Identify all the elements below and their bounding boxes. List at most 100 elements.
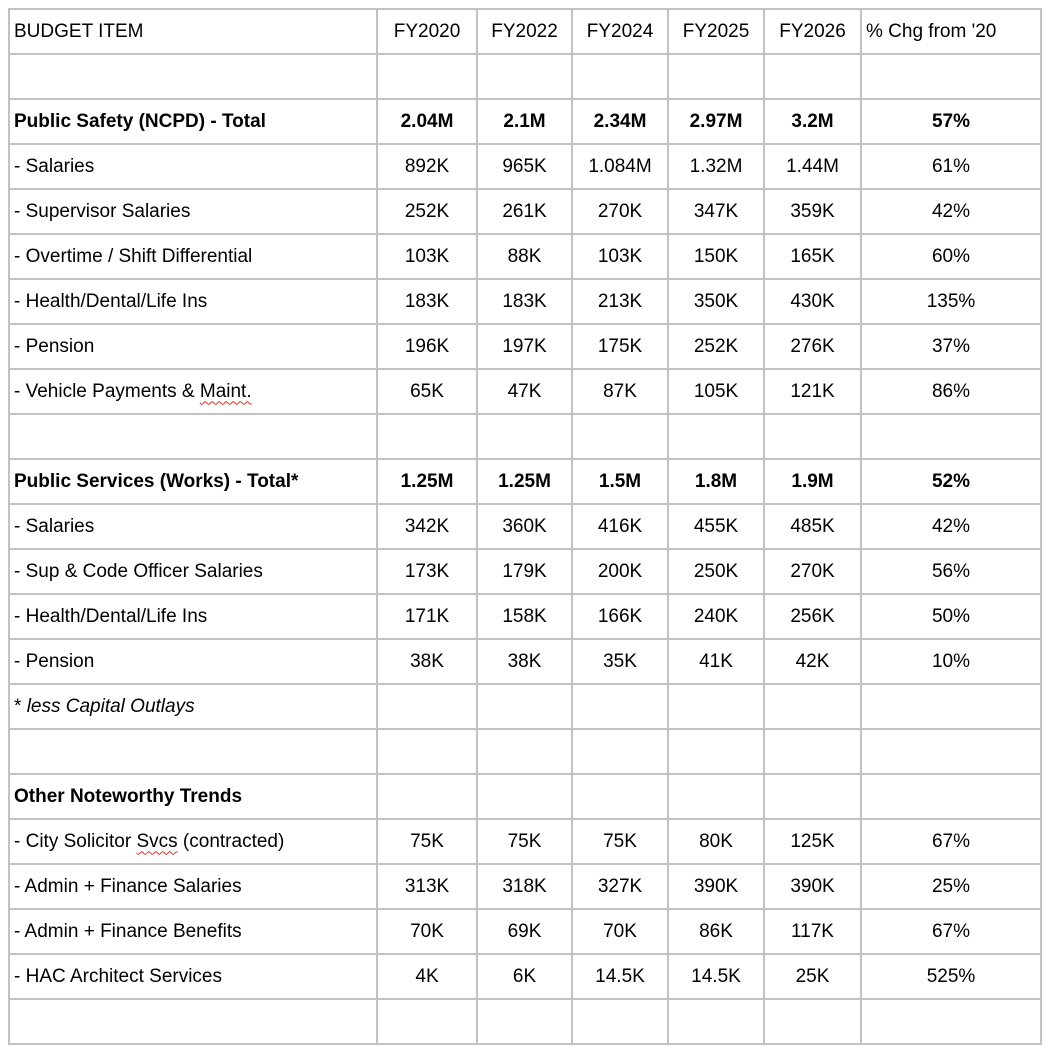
value-cell[interactable]: 240K <box>667 593 765 640</box>
value-cell[interactable]: 75K <box>571 818 669 865</box>
value-cell[interactable]: 38K <box>476 638 573 685</box>
value-cell[interactable]: 892K <box>376 143 478 190</box>
value-cell[interactable] <box>763 53 862 100</box>
budget-item-cell[interactable]: Public Services (Works) - Total* <box>8 458 378 505</box>
value-cell[interactable]: 103K <box>376 233 478 280</box>
value-cell[interactable]: 171K <box>376 593 478 640</box>
value-cell[interactable] <box>571 683 669 730</box>
value-cell[interactable]: 200K <box>571 548 669 595</box>
column-header-3[interactable]: FY2024 <box>571 8 669 55</box>
value-cell[interactable] <box>667 998 765 1045</box>
value-cell[interactable]: 105K <box>667 368 765 415</box>
pct-change-cell[interactable]: 42% <box>860 503 1042 550</box>
value-cell[interactable]: 252K <box>376 188 478 235</box>
budget-item-cell[interactable]: - Salaries <box>8 503 378 550</box>
value-cell[interactable] <box>376 728 478 775</box>
value-cell[interactable] <box>667 728 765 775</box>
value-cell[interactable] <box>763 683 862 730</box>
value-cell[interactable]: 75K <box>476 818 573 865</box>
value-cell[interactable]: 416K <box>571 503 669 550</box>
value-cell[interactable]: 88K <box>476 233 573 280</box>
value-cell[interactable]: 350K <box>667 278 765 325</box>
value-cell[interactable] <box>376 773 478 820</box>
value-cell[interactable] <box>763 998 862 1045</box>
value-cell[interactable]: 183K <box>476 278 573 325</box>
value-cell[interactable]: 166K <box>571 593 669 640</box>
value-cell[interactable]: 150K <box>667 233 765 280</box>
pct-change-cell[interactable]: 25% <box>860 863 1042 910</box>
value-cell[interactable]: 318K <box>476 863 573 910</box>
value-cell[interactable]: 87K <box>571 368 669 415</box>
value-cell[interactable]: 2.04M <box>376 98 478 145</box>
budget-item-cell[interactable]: * less Capital Outlays <box>8 683 378 730</box>
pct-change-cell[interactable]: 57% <box>860 98 1042 145</box>
value-cell[interactable]: 196K <box>376 323 478 370</box>
value-cell[interactable]: 47K <box>476 368 573 415</box>
pct-change-cell[interactable]: 61% <box>860 143 1042 190</box>
value-cell[interactable]: 270K <box>763 548 862 595</box>
value-cell[interactable] <box>571 53 669 100</box>
value-cell[interactable]: 342K <box>376 503 478 550</box>
pct-change-cell[interactable]: 86% <box>860 368 1042 415</box>
value-cell[interactable] <box>476 773 573 820</box>
column-header-6[interactable]: % Chg from '20 <box>860 8 1042 55</box>
misspelled-word[interactable]: Svcs <box>136 830 178 852</box>
value-cell[interactable]: 485K <box>763 503 862 550</box>
value-cell[interactable]: 69K <box>476 908 573 955</box>
value-cell[interactable] <box>763 413 862 460</box>
budget-item-cell[interactable]: - Salaries <box>8 143 378 190</box>
value-cell[interactable]: 103K <box>571 233 669 280</box>
value-cell[interactable]: 261K <box>476 188 573 235</box>
column-header-4[interactable]: FY2025 <box>667 8 765 55</box>
pct-change-cell[interactable] <box>860 683 1042 730</box>
value-cell[interactable]: 1.084M <box>571 143 669 190</box>
value-cell[interactable] <box>476 53 573 100</box>
budget-item-cell[interactable]: Other Noteworthy Trends <box>8 773 378 820</box>
value-cell[interactable]: 3.2M <box>763 98 862 145</box>
value-cell[interactable]: 65K <box>376 368 478 415</box>
value-cell[interactable]: 175K <box>571 323 669 370</box>
value-cell[interactable]: 313K <box>376 863 478 910</box>
value-cell[interactable] <box>571 413 669 460</box>
budget-item-cell[interactable]: - Admin + Finance Benefits <box>8 908 378 955</box>
value-cell[interactable]: 4K <box>376 953 478 1000</box>
pct-change-cell[interactable]: 67% <box>860 818 1042 865</box>
value-cell[interactable]: 1.9M <box>763 458 862 505</box>
pct-change-cell[interactable] <box>860 728 1042 775</box>
pct-change-cell[interactable]: 67% <box>860 908 1042 955</box>
value-cell[interactable]: 1.5M <box>571 458 669 505</box>
budget-item-cell[interactable] <box>8 998 378 1045</box>
budget-item-cell[interactable]: - Supervisor Salaries <box>8 188 378 235</box>
budget-item-cell[interactable]: - HAC Architect Services <box>8 953 378 1000</box>
pct-change-cell[interactable]: 37% <box>860 323 1042 370</box>
value-cell[interactable]: 80K <box>667 818 765 865</box>
value-cell[interactable]: 1.44M <box>763 143 862 190</box>
pct-change-cell[interactable]: 10% <box>860 638 1042 685</box>
pct-change-cell[interactable]: 56% <box>860 548 1042 595</box>
value-cell[interactable] <box>476 728 573 775</box>
value-cell[interactable]: 125K <box>763 818 862 865</box>
value-cell[interactable]: 183K <box>376 278 478 325</box>
value-cell[interactable]: 197K <box>476 323 573 370</box>
budget-item-cell[interactable]: - Health/Dental/Life Ins <box>8 593 378 640</box>
value-cell[interactable]: 252K <box>667 323 765 370</box>
value-cell[interactable]: 1.32M <box>667 143 765 190</box>
value-cell[interactable]: 38K <box>376 638 478 685</box>
column-header-2[interactable]: FY2022 <box>476 8 573 55</box>
value-cell[interactable] <box>667 413 765 460</box>
value-cell[interactable]: 213K <box>571 278 669 325</box>
value-cell[interactable]: 70K <box>571 908 669 955</box>
value-cell[interactable]: 256K <box>763 593 862 640</box>
pct-change-cell[interactable]: 525% <box>860 953 1042 1000</box>
budget-item-cell[interactable]: - Vehicle Payments & Maint. <box>8 368 378 415</box>
value-cell[interactable] <box>667 53 765 100</box>
value-cell[interactable]: 75K <box>376 818 478 865</box>
pct-change-cell[interactable]: 42% <box>860 188 1042 235</box>
value-cell[interactable] <box>476 683 573 730</box>
value-cell[interactable] <box>667 683 765 730</box>
value-cell[interactable]: 390K <box>667 863 765 910</box>
value-cell[interactable]: 86K <box>667 908 765 955</box>
value-cell[interactable]: 179K <box>476 548 573 595</box>
value-cell[interactable] <box>763 773 862 820</box>
value-cell[interactable]: 965K <box>476 143 573 190</box>
